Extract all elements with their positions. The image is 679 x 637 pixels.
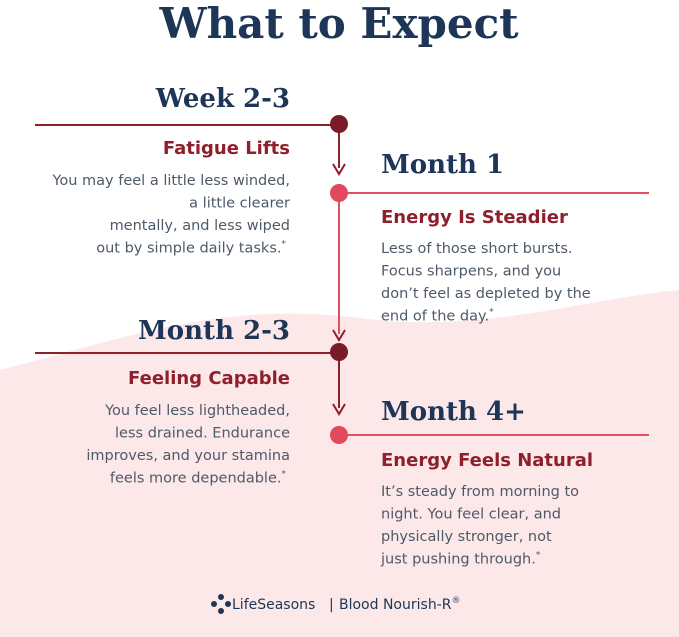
body-text: night. You feel clear, and: [381, 507, 561, 523]
milestone-dot: [330, 115, 348, 133]
stage-heading: Feeling Capable: [128, 368, 290, 389]
body-text: feels more dependable.: [110, 471, 282, 487]
body-text: You may feel a little less winded,: [51, 173, 290, 189]
body-text: mentally, and less wiped: [110, 218, 290, 234]
footnote-mark: *: [489, 308, 494, 318]
body-text: You feel less lightheaded,: [104, 403, 290, 419]
body-text: a little clearer: [189, 196, 290, 212]
brand: LifeSeasons: [232, 597, 315, 613]
stage-body-line: a little clearer: [189, 196, 290, 212]
stage-body-line: Focus sharpens, and you: [381, 264, 561, 280]
body-text: out by simple daily tasks.: [96, 241, 281, 257]
stage-body-line: don’t feel as depleted by the: [381, 286, 591, 302]
product: Blood Nourish-R®: [339, 596, 460, 613]
stage-time: Month 2-3: [138, 316, 290, 346]
stage-body-line: just pushing through.*: [380, 551, 541, 568]
product-name: Blood Nourish-R: [339, 597, 452, 613]
timeline: [35, 115, 649, 444]
stage-body-line: feels more dependable.*: [110, 470, 287, 487]
milestone-dot: [330, 426, 348, 444]
stages: Week 2-3 Fatigue Lifts You may feel a litt…: [51, 84, 593, 568]
stage-heading: Energy Is Steadier: [381, 207, 568, 228]
stage-body-line: end of the day.*: [381, 308, 494, 325]
stage-time: Week 2-3: [155, 84, 290, 114]
body-text: It’s steady from morning to: [381, 484, 579, 500]
stage-body-line: night. You feel clear, and: [381, 507, 561, 523]
stage-heading: Energy Feels Natural: [381, 450, 593, 471]
stage-body-line: It’s steady from morning to: [381, 484, 579, 500]
registered-mark: ®: [451, 596, 460, 606]
milestone-dot: [330, 184, 348, 202]
stage-time: Month 4+: [381, 397, 526, 427]
body-text: don’t feel as depleted by the: [381, 286, 591, 302]
footnote-mark: *: [282, 470, 287, 480]
title: What to Expect: [158, 0, 519, 48]
body-text: physically stronger, not: [381, 529, 552, 545]
stage-body-line: less drained. Endurance: [115, 426, 290, 442]
stage-body-line: You may feel a little less winded,: [51, 173, 290, 189]
footnote-mark: *: [536, 551, 541, 561]
stage-heading: Fatigue Lifts: [163, 138, 290, 159]
arrowhead: [332, 403, 346, 416]
arrowhead: [332, 163, 346, 176]
body-text: less drained. Endurance: [115, 426, 290, 442]
body-text: end of the day.: [381, 309, 489, 325]
stage-body-line: improves, and your stamina: [86, 448, 290, 464]
arrowhead: [332, 329, 346, 342]
logo-icon: [211, 594, 231, 614]
separator: |: [329, 597, 334, 613]
stage-body-line: mentally, and less wiped: [110, 218, 290, 234]
body-text: improves, and your stamina: [86, 448, 290, 464]
body-text: Less of those short bursts.: [381, 241, 573, 257]
footer: LifeSeasons | Blood Nourish-R®: [211, 594, 460, 614]
stage-time: Month 1: [381, 150, 504, 180]
stage-body-line: You feel less lightheaded,: [104, 403, 290, 419]
stage-body-line: Less of those short bursts.: [381, 241, 573, 257]
body-text: Focus sharpens, and you: [381, 264, 561, 280]
stage-body-line: physically stronger, not: [381, 529, 552, 545]
body-text: just pushing through.: [380, 552, 536, 568]
stage-body-line: out by simple daily tasks.*: [96, 240, 286, 257]
footnote-mark: *: [282, 240, 287, 250]
background-wave: [0, 290, 679, 637]
milestone-dot: [330, 343, 348, 361]
